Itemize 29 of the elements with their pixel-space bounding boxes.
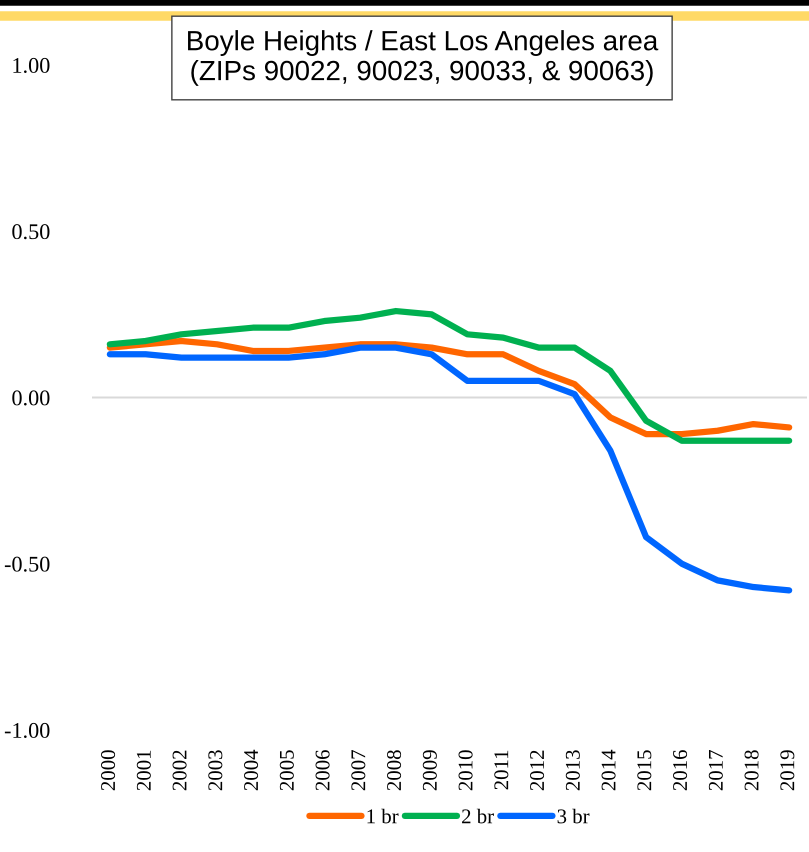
x-tick-label: 2004 [244, 750, 258, 790]
y-tick-label: 1.00 [13, 58, 50, 74]
legend-label: 1 br [367, 808, 398, 824]
x-tick-label: 2008 [387, 750, 402, 790]
x-tick-label: 2011 [494, 750, 508, 790]
x-tick-label: 2009 [422, 750, 437, 790]
y-tick-label: 0.50 [12, 224, 50, 240]
y-tick-label: 0.00 [12, 390, 50, 406]
x-tick-label: 2006 [316, 750, 330, 790]
x-tick-label: 2003 [208, 750, 222, 790]
x-tick-label: 2016 [673, 750, 688, 790]
y-tick-label: -0.50 [4, 556, 50, 572]
x-tick-label: 2000 [101, 750, 116, 790]
chart-title: Boyle Heights / East Los Angeles area (ZIPs 90022, 90023, 90033, & 90063) [188, 30, 658, 86]
x-tick-label: 2007 [351, 750, 366, 790]
y-tick-label: -1.00 [4, 722, 50, 738]
x-tick-label: 2013 [566, 750, 580, 790]
x-tick-label: 2014 [602, 750, 616, 790]
legend-label: 3 br [558, 808, 590, 824]
x-tick-label: 2002 [172, 750, 187, 790]
x-tick-label: 2010 [458, 750, 473, 790]
x-tick-label: 2019 [780, 750, 794, 790]
x-tick-label: 2015 [637, 750, 652, 790]
x-tick-label: 2001 [136, 750, 151, 790]
x-tick-label: 2005 [280, 750, 294, 790]
legend-label: 2 br [462, 808, 494, 824]
x-tick-label: 2012 [530, 750, 544, 790]
x-tick-label: 2017 [708, 750, 723, 790]
x-tick-label: 2018 [744, 750, 759, 790]
